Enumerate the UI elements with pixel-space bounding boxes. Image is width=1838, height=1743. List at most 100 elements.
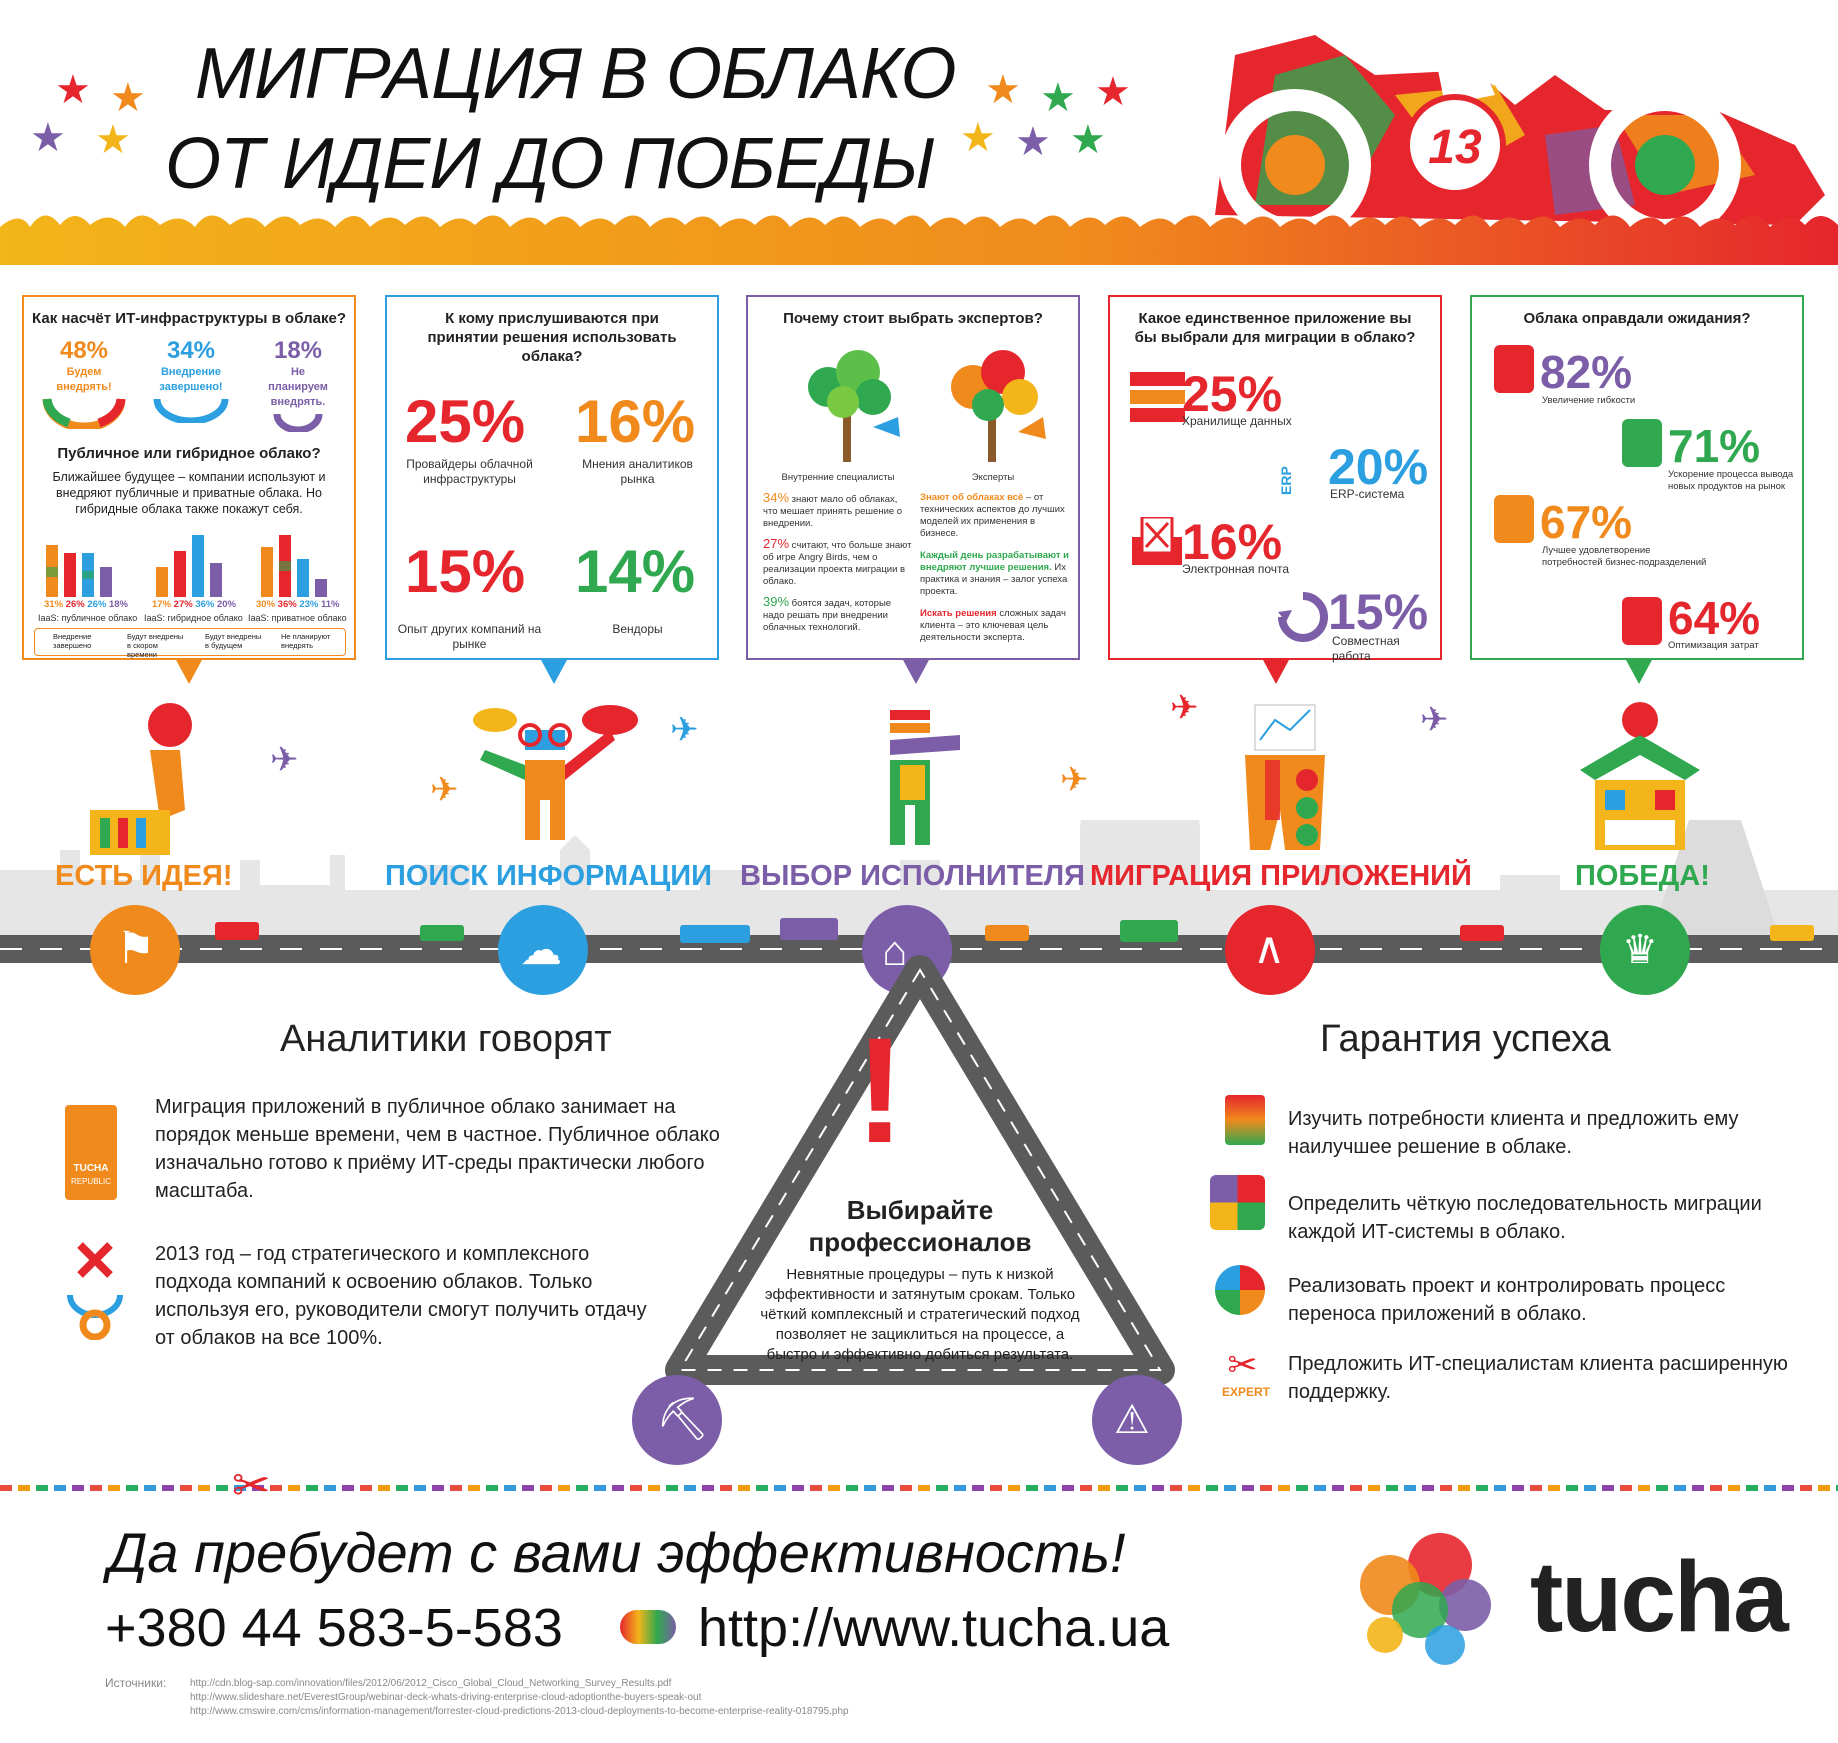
- hand-icon: [1622, 597, 1662, 645]
- star-icon: ★: [30, 116, 66, 160]
- stat-value: 15%: [405, 538, 526, 605]
- guarantee-title: Гарантия успеха: [1320, 1018, 1611, 1060]
- panel-apps: Какое единственное приложение вы бы выбр…: [1108, 295, 1442, 663]
- footer-slogan: Да пребудет с вами эффективность!: [108, 1521, 1126, 1584]
- crown-icon: ♛: [1622, 928, 1658, 972]
- star-icon: ★: [960, 116, 996, 160]
- gear-icon: [1215, 1265, 1265, 1315]
- bar-group-label: IaaS: публичное облако: [38, 613, 138, 623]
- stat-label: Мнения аналитиков рынка: [582, 457, 693, 486]
- plane-icon: ✈: [1060, 761, 1089, 799]
- phone-number: +380 44 583-5-583: [105, 1598, 563, 1658]
- bar-value: 17%: [152, 599, 172, 610]
- stage-circle-migration: ∧: [1225, 905, 1315, 995]
- item-lead: Знают об облаках всё: [920, 492, 1024, 503]
- stat-value: 64%: [1668, 592, 1761, 644]
- plane-icon: ✈: [1170, 689, 1199, 727]
- item-pct: 39%: [763, 594, 790, 609]
- storage-icon: [1130, 372, 1185, 422]
- collaboration-icon: [1278, 592, 1328, 642]
- stat-label: Лучшее удовлетворение потребностей бизне…: [1542, 545, 1707, 568]
- bus-icon: [680, 925, 750, 943]
- triangle-title-1: Выбирайте: [846, 1195, 994, 1225]
- stage-circle-victory: ♛: [1600, 905, 1690, 995]
- stat-label: Совместная работа: [1332, 634, 1400, 663]
- legend-item: Будут внедрены в скором времени: [127, 632, 184, 659]
- arc-chart: [42, 398, 126, 432]
- stat-label: Хранилище данных: [1182, 414, 1292, 428]
- arc-chart: [153, 398, 229, 425]
- caption: Внутренние специалисты: [781, 472, 895, 483]
- stat-label: Электронная почта: [1182, 562, 1290, 576]
- barrier-icon: ⚠: [1114, 1398, 1150, 1442]
- bar-value: 36%: [277, 599, 297, 610]
- item-text: сложных задач клиента – это ключевая цел…: [920, 608, 1066, 643]
- stat-value: 16%: [575, 388, 696, 455]
- badge-line-1: TUCHA: [73, 1163, 109, 1174]
- dashed-divider: [0, 1485, 1838, 1491]
- guarantee-item-4: Предложить ИТ-специалистам клиента расши…: [1288, 1353, 1788, 1403]
- exclamation-mark: !: [855, 1006, 905, 1174]
- stat-value: 20%: [1328, 439, 1429, 495]
- legend-item: Внедрение завершено: [53, 632, 92, 650]
- panel-expectations: Облака оправдали ожидания? 82% Увеличени…: [1470, 295, 1804, 660]
- sources-label: Источники:: [105, 1676, 167, 1690]
- flag-icon: ⚑: [116, 924, 156, 973]
- cloud-icon: [620, 1610, 676, 1644]
- stat-value: 71%: [1668, 420, 1761, 472]
- panel-pointer: [1262, 658, 1290, 684]
- tucha-logo-icon: [1360, 1533, 1491, 1665]
- car-icon: [420, 925, 464, 941]
- triangle-road: [665, 955, 1175, 1385]
- legend-item: Будут внедрены в будущем: [205, 632, 262, 650]
- source-link[interactable]: http://www.slideshare.net/EverestGroup/w…: [190, 1692, 702, 1703]
- star-icon: ★: [110, 76, 146, 120]
- stat-value: 48%: [59, 337, 109, 364]
- analysts-item-2: 2013 год – год стратегического и комплек…: [155, 1243, 647, 1349]
- bar-group-label: IaaS: гибридное облако: [144, 613, 243, 623]
- stat-label: Опыт других компаний на рынке: [397, 622, 542, 651]
- caption: Эксперты: [971, 472, 1015, 483]
- race-car-illustration: 13: [1215, 35, 1825, 230]
- search-figure: [473, 705, 638, 840]
- bar-chart: [46, 535, 327, 597]
- stat-value: 15%: [1328, 584, 1429, 640]
- header: ★ ★ ★ ★ ★ ★ ★ ★ ★ ★ МИГРАЦИЯ В ОБЛАКО ОТ…: [0, 0, 1838, 270]
- victory-figure: [1580, 702, 1700, 850]
- mail-icon: [1132, 517, 1182, 565]
- panel-decision-makers: К кому прислушиваются при принятии решен…: [385, 295, 719, 660]
- star-icon: ★: [95, 118, 131, 162]
- stat-label: Провайдеры облачной инфраструктуры: [406, 457, 533, 486]
- worker-circle: ⛏: [632, 1375, 722, 1465]
- puzzle-icon: [1210, 1175, 1265, 1230]
- stat-label: Оптимизация затрат: [1668, 640, 1759, 651]
- item-text: знают мало об облаках, что мешает принят…: [763, 494, 903, 529]
- analysts-item-1: Миграция приложений в публичное облако з…: [155, 1096, 720, 1202]
- triangle-text: Невнятные процедуры – путь к низкой эффе…: [760, 1266, 1080, 1363]
- stat-label: Внедрение завершено!: [159, 366, 223, 393]
- erp-icon: ERP: [1278, 466, 1294, 495]
- stat-value: 82%: [1540, 346, 1633, 398]
- source-link[interactable]: http://www.cmswire.com/cms/information-m…: [190, 1706, 849, 1717]
- flame-strip: [0, 215, 1838, 265]
- stage-circle-idea: ⚑: [90, 905, 180, 995]
- migration-figure: [1245, 704, 1325, 850]
- stat-value: 67%: [1540, 496, 1633, 548]
- bar-value: 23%: [299, 599, 319, 610]
- tucha-brand: tucha: [1530, 1541, 1789, 1653]
- tree-icon: [808, 350, 900, 462]
- star-icon: ★: [985, 68, 1021, 112]
- scissors-icon: ✂: [232, 1459, 271, 1511]
- plane-icon: ✈: [670, 711, 699, 749]
- panel-pointer: [540, 658, 568, 684]
- title-line-1: МИГРАЦИЯ В ОБЛАКО: [195, 34, 957, 114]
- item-text: Их практика и знания – залог успеха прое…: [920, 562, 1068, 597]
- website-link[interactable]: http://www.tucha.ua: [698, 1598, 1170, 1658]
- stat-label: Вендоры: [612, 622, 663, 636]
- panel-text: Ближайшее будущее – компании используют …: [52, 470, 326, 516]
- target-icon: [67, 1242, 123, 1340]
- panel-why-experts: Почему стоит выбрать экспертов? Внутренн…: [746, 295, 1080, 660]
- title-line-2: ОТ ИДЕИ ДО ПОБЕДЫ: [165, 124, 935, 204]
- source-link[interactable]: http://cdn.blog-sap.com/innovation/files…: [190, 1678, 672, 1689]
- bar-value: 27%: [173, 599, 193, 610]
